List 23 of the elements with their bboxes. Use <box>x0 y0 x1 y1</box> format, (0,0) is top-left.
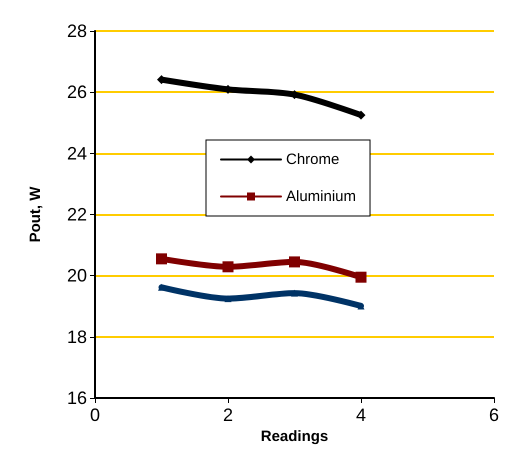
x-axis-title: Readings <box>260 428 328 445</box>
y-tick-label: 22 <box>66 204 87 224</box>
point <box>156 253 167 264</box>
point <box>289 256 300 268</box>
point <box>222 261 234 272</box>
point <box>358 302 364 310</box>
point <box>224 295 232 302</box>
point <box>356 272 366 283</box>
legend-label: Aluminium <box>286 188 356 205</box>
y-tick-label: 20 <box>66 266 87 286</box>
y-tick-label: 16 <box>66 388 87 408</box>
y-tick-label: 18 <box>66 326 87 347</box>
y-axis-title: Pout, W <box>27 186 44 242</box>
x-tick-label: 2 <box>222 405 234 425</box>
y-tick-label: 28 <box>66 21 87 41</box>
y-tick-label: 24 <box>66 143 87 164</box>
point <box>291 290 298 297</box>
x-tick-label: 0 <box>90 405 100 425</box>
y-tick-label: 26 <box>66 82 87 102</box>
x-tick-label: 6 <box>488 405 500 425</box>
legend-label: Chrome <box>286 151 340 168</box>
point <box>158 284 165 291</box>
x-tick-label: 4 <box>356 405 366 425</box>
